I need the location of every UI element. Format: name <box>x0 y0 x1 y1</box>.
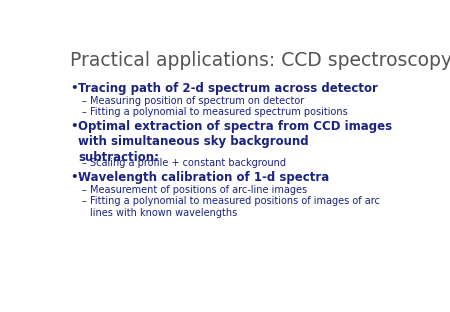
Text: Measurement of positions of arc-line images: Measurement of positions of arc-line ima… <box>90 185 307 195</box>
Text: •: • <box>70 171 78 184</box>
Text: Optimal extraction of spectra from CCD images
with simultaneous sky background
s: Optimal extraction of spectra from CCD i… <box>78 120 392 164</box>
Text: Practical applications: CCD spectroscopy: Practical applications: CCD spectroscopy <box>70 51 450 70</box>
Text: –: – <box>81 185 86 195</box>
Text: Scaling a profile + constant background: Scaling a profile + constant background <box>90 158 286 168</box>
Text: Measuring position of spectrum on detector: Measuring position of spectrum on detect… <box>90 96 305 106</box>
Text: Fitting a polynomial to measured positions of images of arc
lines with known wav: Fitting a polynomial to measured positio… <box>90 196 380 218</box>
Text: Wavelength calibration of 1-d spectra: Wavelength calibration of 1-d spectra <box>78 171 329 184</box>
Text: –: – <box>81 96 86 106</box>
Text: •: • <box>70 82 78 95</box>
Text: –: – <box>81 107 86 117</box>
Text: •: • <box>70 120 78 133</box>
Text: Tracing path of 2-d spectrum across detector: Tracing path of 2-d spectrum across dete… <box>78 82 378 95</box>
Text: –: – <box>81 196 86 206</box>
Text: Fitting a polynomial to measured spectrum positions: Fitting a polynomial to measured spectru… <box>90 107 348 117</box>
Text: –: – <box>81 158 86 168</box>
